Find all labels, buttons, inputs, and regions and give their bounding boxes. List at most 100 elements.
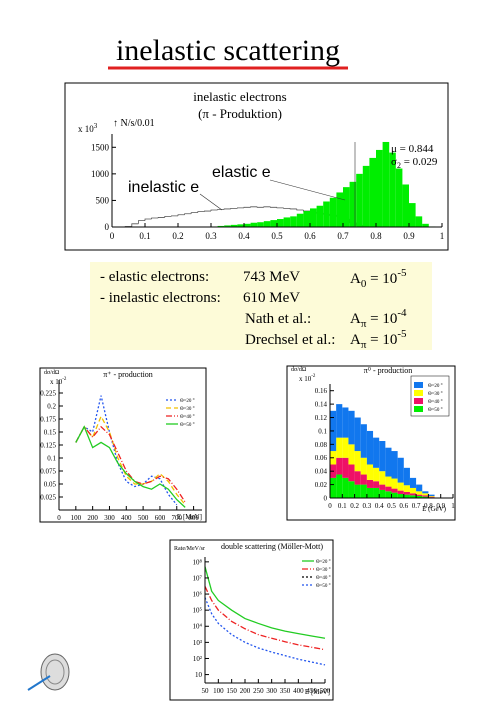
asym-base: A [350, 332, 361, 348]
stat-value: = 0.029 [401, 156, 438, 168]
histogram-bar [366, 487, 374, 498]
histogram-step [283, 207, 291, 209]
stat: μ = 0.844 [391, 143, 434, 155]
x-tick-label: 250 [253, 687, 264, 695]
x-tick-label: 0.5 [271, 231, 283, 241]
x-tick-label: 50 [202, 687, 210, 695]
legend-swatch [414, 390, 423, 396]
y-scale-base: x 10 [299, 375, 312, 383]
chart-title: π⁰ - production [364, 366, 413, 375]
y-tick-label: 0.14 [315, 401, 328, 409]
histogram-bar [379, 484, 386, 490]
histogram-bar [379, 471, 386, 485]
y-tick-label: 1000 [91, 169, 110, 179]
x-tick-label: 500 [320, 687, 331, 695]
asym-base: A [350, 271, 361, 287]
histogram-bar [349, 181, 357, 227]
x-tick-label: 0.2 [350, 502, 359, 510]
histogram-bar [360, 457, 367, 475]
histogram-bar [428, 494, 435, 496]
x-tick-label: 0 [110, 231, 115, 241]
histogram-bar [342, 407, 349, 438]
x-tick-label: 0.6 [399, 502, 408, 510]
asym-exp: -5 [397, 267, 407, 279]
histogram-step [243, 206, 251, 208]
histogram-step [157, 217, 165, 218]
histogram-bar [217, 225, 225, 227]
histogram-bar [354, 484, 361, 498]
histogram-bar [397, 493, 404, 498]
x-tick-label: 0.4 [238, 231, 250, 241]
histogram-bar [422, 495, 429, 497]
histogram-bar [403, 485, 410, 492]
chart-title: π⁺ - production [103, 370, 153, 379]
histogram-step [289, 208, 297, 210]
y-scale: x 10-2 [50, 377, 67, 386]
y-tick-label: 10 [195, 671, 203, 679]
histogram-step [144, 218, 152, 221]
histogram-bar [403, 491, 410, 495]
y-tick-label: 0.1 [47, 454, 56, 462]
note-label: Drechsel et al.: [245, 332, 335, 348]
histogram-bar [348, 410, 355, 445]
stat-symbol: σ [391, 156, 397, 168]
histogram-bar [329, 197, 337, 227]
x-tick-label: 0 [57, 514, 61, 522]
histogram-bar [360, 474, 367, 485]
asym-base: A [350, 311, 361, 327]
histogram-bar [373, 437, 380, 468]
histogram-bar [391, 478, 398, 489]
legend-label: Θ=30 ° [180, 407, 195, 412]
y-axis-label: dσ/dΩ [291, 367, 307, 373]
histogram-bar [336, 474, 343, 498]
y-scale-exp: -2 [311, 374, 316, 379]
histogram-bar [397, 482, 404, 491]
stat-symbol: μ [391, 143, 397, 155]
histogram-bar [416, 494, 423, 496]
histogram-bar [416, 484, 423, 492]
histogram-bar [385, 491, 392, 498]
note-label: - inelastic electrons: [100, 290, 221, 306]
histogram-step [131, 223, 139, 227]
histogram-step [276, 207, 284, 209]
chart-frame [39, 367, 207, 523]
histogram-bar [310, 208, 317, 227]
y-scale: x 103 [78, 122, 98, 134]
x-axis-label: E (GeV) [422, 505, 447, 513]
histogram-step [171, 215, 178, 217]
histogram-bar [348, 444, 355, 465]
histogram-bar [402, 184, 409, 227]
y-tick-label: 0.08 [315, 441, 328, 449]
histogram-bar [397, 490, 404, 494]
asym-eq: = 10 [366, 271, 397, 287]
histogram-bar [336, 192, 343, 227]
histogram-bar [376, 149, 383, 227]
histogram-bar [422, 491, 429, 494]
legend-label: Θ=20 ° [180, 399, 195, 404]
legend-label: Θ=50 ° [428, 408, 443, 413]
histogram-bar [422, 493, 429, 496]
histogram-bar [237, 224, 244, 227]
legend-label: Θ=50 ° [180, 423, 195, 428]
histogram-bar [290, 216, 297, 227]
histogram-bar [336, 404, 343, 438]
series-annotation: inelastic e [128, 179, 199, 196]
x-tick-label: 800 [188, 514, 199, 522]
y-scale-exp: -2 [62, 377, 67, 382]
series-line [75, 425, 186, 503]
histogram-step [223, 208, 231, 210]
legend-label: Θ=30 ° [316, 568, 331, 573]
x-tick-label: 400 [293, 687, 304, 695]
x-tick-label: 150 [226, 687, 237, 695]
histogram-bar [343, 187, 350, 227]
histogram-bar [342, 457, 349, 478]
histogram-bar [409, 203, 416, 227]
y-scale-base: x 10 [78, 124, 94, 134]
asym-eq: = 10 [366, 332, 397, 348]
histogram-bar [379, 441, 386, 472]
y-tick-label: 0.02 [315, 481, 328, 489]
y-tick-label: 0.2 [47, 402, 56, 410]
histogram-bar [422, 223, 429, 227]
